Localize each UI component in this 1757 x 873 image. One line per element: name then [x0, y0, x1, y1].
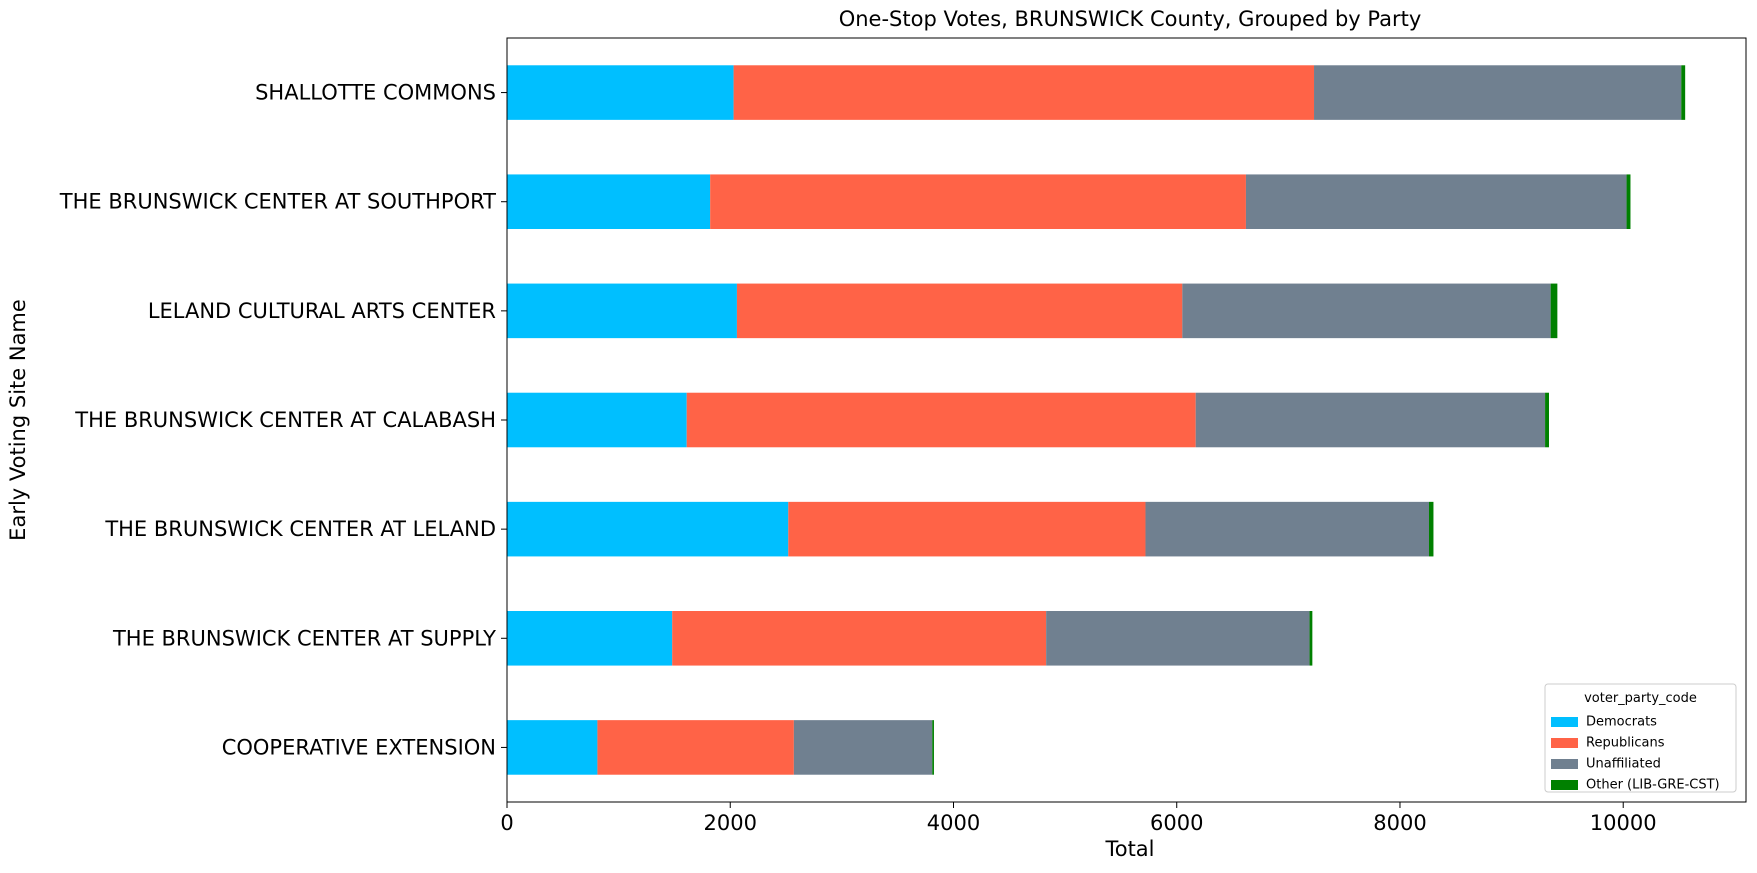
y-tick-label: COOPERATIVE EXTENSION: [222, 735, 496, 759]
bar-segment-democrats: [507, 392, 687, 448]
legend-swatch: [1551, 780, 1578, 790]
y-tick-label: THE BRUNSWICK CENTER AT SUPPLY: [112, 626, 496, 650]
x-tick-label: 8000: [1373, 811, 1426, 835]
bar-segment-unaffiliated: [1145, 501, 1429, 557]
y-tick-label: SHALLOTTE COMMONS: [255, 81, 496, 105]
bar-segment-unaffiliated: [1046, 611, 1310, 666]
legend-label: Other (LIB-GRE-CST): [1586, 778, 1720, 793]
bars-layer: [507, 65, 1686, 775]
y-axis-label: Early Voting Site Name: [6, 299, 30, 541]
legend: voter_party_code Democrats Republicans Unaf…: [1544, 683, 1737, 793]
bar-segment-republicans: [686, 392, 1196, 448]
bar-segment-republicans: [736, 283, 1183, 339]
bar-segment-republicans: [672, 611, 1047, 666]
y-tick-label: THE BRUNSWICK CENTER AT CALABASH: [74, 408, 496, 432]
x-tick-label: 10000: [1590, 811, 1657, 835]
bar-segment-republicans: [597, 720, 794, 775]
bar-segment-other-lib-gre-cst: [1626, 174, 1631, 229]
y-tick-label: THE BRUNSWICK CENTER AT LELAND: [104, 517, 496, 541]
bar-segment-republicans: [710, 174, 1246, 229]
bar-segment-unaffiliated: [793, 720, 933, 775]
x-tick-label: 2000: [704, 811, 757, 835]
legend-swatch: [1551, 738, 1578, 748]
legend-label: Democrats: [1586, 715, 1657, 730]
x-tick-label: 0: [500, 811, 513, 835]
bar-segment-other-lib-gre-cst: [1309, 611, 1313, 666]
bar-segment-other-lib-gre-cst: [1550, 283, 1558, 339]
x-axis-label: Total: [1104, 837, 1154, 861]
bar-segment-unaffiliated: [1314, 65, 1682, 120]
bar-segment-democrats: [507, 283, 737, 339]
bar-segment-democrats: [507, 501, 789, 557]
legend-title: voter_party_code: [1584, 691, 1697, 706]
x-tick-label: 4000: [927, 811, 980, 835]
legend-swatch: [1551, 717, 1578, 727]
bar-segment-other-lib-gre-cst: [932, 720, 934, 775]
bar-segment-republicans: [788, 501, 1146, 557]
bar-segment-other-lib-gre-cst: [1428, 501, 1434, 557]
bar-segment-unaffiliated: [1245, 174, 1627, 229]
legend-label: Unaffiliated: [1586, 757, 1661, 772]
bar-segment-unaffiliated: [1195, 392, 1546, 448]
bar-segment-democrats: [507, 720, 598, 775]
x-tick-label: 6000: [1150, 811, 1203, 835]
legend-box: [1544, 683, 1737, 793]
legend-swatch: [1551, 759, 1578, 769]
y-tick-label: THE BRUNSWICK CENTER AT SOUTHPORT: [59, 190, 496, 214]
bar-segment-democrats: [507, 174, 711, 229]
bar-segment-republicans: [733, 65, 1315, 120]
bar-segment-unaffiliated: [1182, 283, 1551, 339]
chart-title: One-Stop Votes, BRUNSWICK County, Groupe…: [839, 7, 1422, 31]
bar-segment-democrats: [507, 611, 673, 666]
legend-label: Republicans: [1586, 736, 1665, 751]
bar-segment-democrats: [507, 65, 734, 120]
bar-segment-other-lib-gre-cst: [1545, 392, 1549, 448]
bar-segment-other-lib-gre-cst: [1681, 65, 1686, 120]
y-tick-label: LELAND CULTURAL ARTS CENTER: [148, 299, 496, 323]
ticks-layer: SHALLOTTE COMMONS THE BRUNSWICK CENTER AT…: [59, 81, 1657, 835]
